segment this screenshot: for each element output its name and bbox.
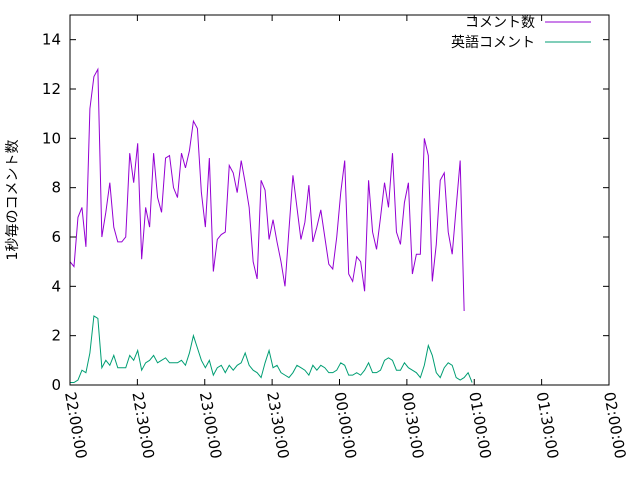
y-tick-label: 4 (51, 277, 61, 295)
y-tick-label: 6 (51, 228, 61, 246)
legend-label-1: 英語コメント (451, 34, 535, 51)
y-tick-label: 8 (51, 179, 61, 197)
series-line-1 (70, 315, 473, 384)
y-tick-label: 0 (51, 376, 61, 394)
y-axis-title: 1秒毎のコメント数 (5, 140, 21, 261)
y-tick-label: 2 (51, 327, 61, 345)
y-tick-label: 10 (42, 129, 61, 147)
series-line-0 (69, 67, 465, 312)
series-layer (69, 67, 473, 384)
y-tick-label: 14 (42, 31, 61, 49)
y-tick-label: 12 (42, 80, 61, 98)
legend-label-0: コメント数 (465, 15, 535, 31)
